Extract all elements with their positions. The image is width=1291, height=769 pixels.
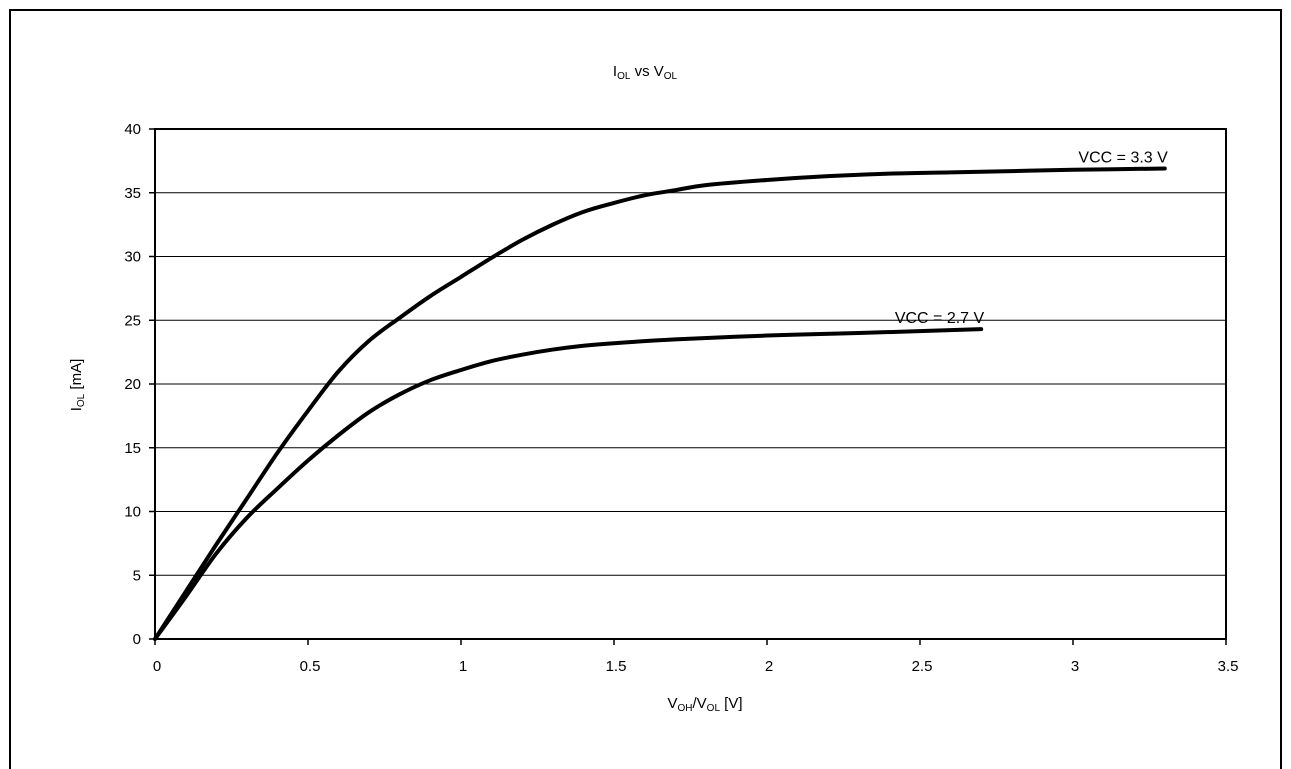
series-label-2: VCC = 2.7 V bbox=[895, 310, 985, 327]
x-tick-label: 1 bbox=[459, 658, 467, 675]
grid-lines bbox=[155, 192, 1226, 576]
x-tick-label: 2.5 bbox=[912, 658, 933, 675]
x-tick-label: 3.5 bbox=[1218, 658, 1239, 675]
y-tick-label: 15 bbox=[124, 440, 141, 457]
series-line-1 bbox=[153, 166, 1167, 641]
x-tick-label: 0 bbox=[153, 658, 161, 675]
y-tick-label: 10 bbox=[124, 504, 141, 521]
y-tick-label: 0 bbox=[133, 631, 141, 648]
y-tick-label: 35 bbox=[124, 185, 141, 202]
series-label-1: VCC = 3.3 V bbox=[1078, 150, 1168, 167]
chart-frame bbox=[9, 9, 1282, 769]
y-tick-label: 20 bbox=[124, 376, 141, 393]
x-tick-label: 1.5 bbox=[606, 658, 627, 675]
x-tick-label: 3 bbox=[1071, 658, 1079, 675]
x-axis-label: VOH/VOL [V] bbox=[667, 695, 742, 714]
y-tick-label: 40 bbox=[124, 121, 141, 138]
x-tick-label: 2 bbox=[765, 658, 773, 675]
y-tick-label: 25 bbox=[124, 312, 141, 329]
y-tick-label: 5 bbox=[133, 567, 141, 584]
chart-title: IOL vs VOL bbox=[613, 63, 678, 82]
series-line-2 bbox=[153, 327, 984, 641]
y-axis-ticks: 0 5 10 15 20 25 30 35 40 bbox=[124, 121, 155, 648]
x-tick-label: 0.5 bbox=[300, 658, 321, 675]
series-group: VCC = 3.3 V VCC = 2.7 V bbox=[153, 150, 1168, 641]
x-axis-ticks: 0 0.5 1 1.5 2 2.5 3 3.5 bbox=[153, 639, 1239, 675]
y-axis-label: IOL [mA] bbox=[68, 359, 87, 412]
y-tick-label: 30 bbox=[124, 249, 141, 266]
